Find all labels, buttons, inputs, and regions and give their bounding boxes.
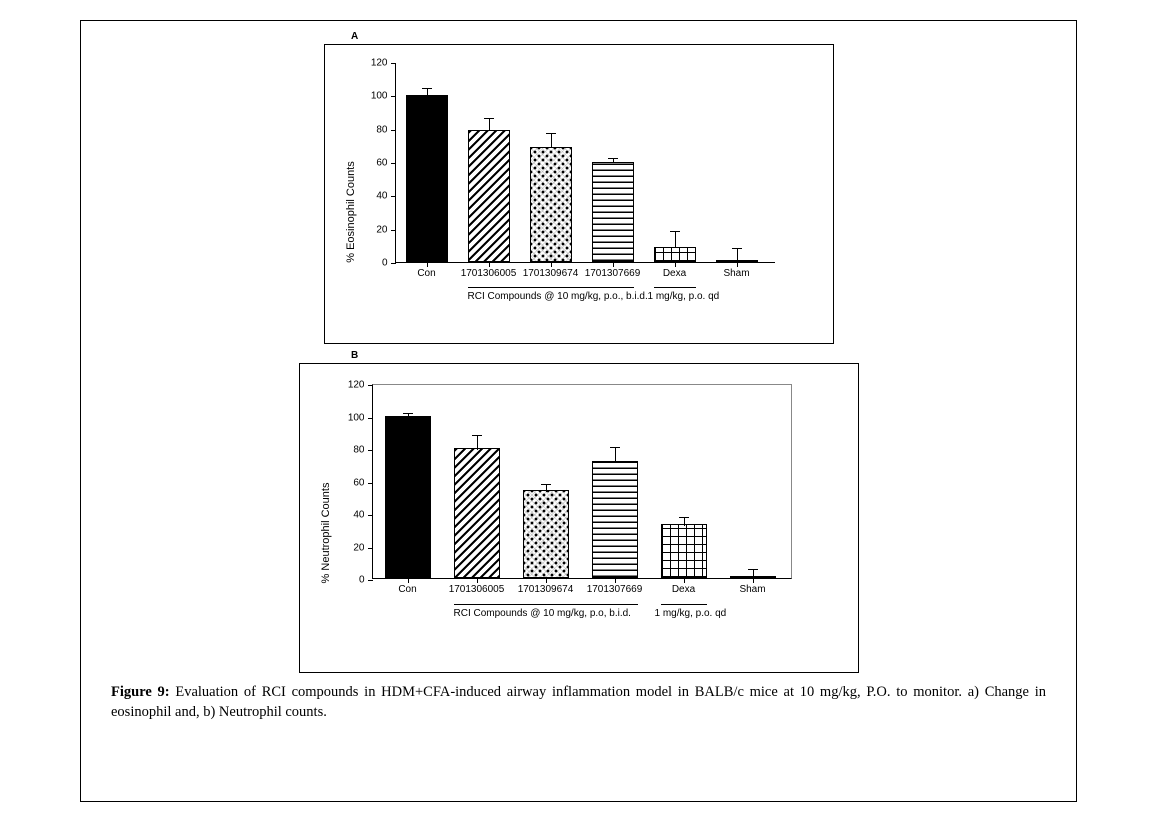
chart-a: % Eosinophil Counts 020406080100120Con17… (324, 44, 834, 344)
error-cap (472, 435, 482, 436)
chart-a-ylabel: % Eosinophil Counts (345, 161, 357, 263)
xtick-label: 1701306005 (461, 262, 517, 279)
bar-1701307669 (592, 461, 638, 578)
rci-group-line (454, 604, 638, 605)
dexa-group-line (661, 604, 707, 605)
error-bar (737, 248, 738, 261)
error-bar (675, 231, 676, 248)
xtick-label: 1701306005 (449, 578, 505, 595)
bar-dexa (661, 524, 707, 578)
error-cap (732, 248, 742, 249)
xtick-label: Con (417, 262, 435, 279)
error-bar (477, 435, 478, 450)
error-cap (610, 447, 620, 448)
xtick-label: 1701309674 (518, 578, 574, 595)
rci-group-text: RCI Compounds @ 10 mg/kg, p.o, b.i.d. (454, 608, 631, 619)
ytick-label: 20 (376, 224, 395, 235)
xtick-label: Sham (723, 262, 749, 279)
bar-1701307669 (592, 162, 634, 262)
error-cap (403, 413, 413, 414)
ytick-label: 60 (353, 477, 372, 488)
error-bar (684, 517, 685, 527)
panel-b-label: B (351, 350, 1076, 361)
error-cap (670, 231, 680, 232)
dexa-group-line (654, 287, 696, 288)
error-bar (615, 447, 616, 463)
bar-1701309674 (523, 490, 569, 578)
bar-con (385, 416, 431, 579)
xtick-label: Dexa (672, 578, 695, 595)
ytick-label: 60 (376, 158, 395, 169)
bar-1701306005 (454, 448, 500, 578)
rci-group-line (468, 287, 634, 288)
error-bar (546, 484, 547, 492)
chart-b-plot-area: 020406080100120Con1701306005170130967417… (372, 384, 792, 579)
error-cap (679, 517, 689, 518)
xtick-label: 1701307669 (585, 262, 641, 279)
ytick-label: 120 (348, 380, 373, 391)
bar-dexa (654, 247, 696, 262)
error-bar (489, 118, 490, 131)
error-cap (546, 133, 556, 134)
ytick-label: 80 (353, 445, 372, 456)
error-cap (748, 569, 758, 570)
ytick-label: 0 (359, 575, 373, 586)
bar-1701306005 (468, 130, 510, 262)
ytick-label: 80 (376, 124, 395, 135)
caption-prefix: Figure 9: (111, 684, 170, 700)
error-bar (753, 569, 754, 579)
ytick-label: 100 (348, 412, 373, 423)
xtick-label: Sham (739, 578, 765, 595)
error-cap (484, 118, 494, 119)
error-cap (608, 158, 618, 159)
xtick-label: 1701309674 (523, 262, 579, 279)
xtick-label: Con (398, 578, 416, 595)
chart-b-ylabel: % Neutrophil Counts (320, 483, 332, 584)
caption-text: Evaluation of RCI compounds in HDM+CFA-i… (111, 684, 1046, 720)
ytick-label: 120 (371, 58, 396, 69)
bar-1701309674 (530, 147, 572, 262)
chart-b: % Neutrophil Counts 020406080100120Con17… (299, 363, 859, 673)
figure-caption: Figure 9: Evaluation of RCI compounds in… (81, 673, 1076, 722)
figure-container: A % Eosinophil Counts 020406080100120Con… (80, 20, 1077, 802)
panel-a-label: A (351, 31, 1076, 42)
error-cap (541, 484, 551, 485)
error-cap (422, 88, 432, 89)
rci-group-text: RCI Compounds @ 10 mg/kg, p.o., b.i.d. (468, 291, 648, 302)
chart-a-plot-area: 020406080100120Con1701306005170130967417… (395, 63, 775, 263)
error-bar (551, 133, 552, 148)
ytick-label: 100 (371, 91, 396, 102)
ytick-label: 20 (353, 542, 372, 553)
dexa-group-text: 1 mg/kg, p.o. qd (648, 291, 720, 302)
xtick-label: Dexa (663, 262, 686, 279)
dexa-group-text: 1 mg/kg, p.o. qd (655, 608, 727, 619)
error-bar (427, 88, 428, 96)
bar-con (406, 95, 448, 262)
ytick-label: 0 (382, 258, 396, 269)
ytick-label: 40 (376, 191, 395, 202)
xtick-label: 1701307669 (587, 578, 643, 595)
ytick-label: 40 (353, 510, 372, 521)
